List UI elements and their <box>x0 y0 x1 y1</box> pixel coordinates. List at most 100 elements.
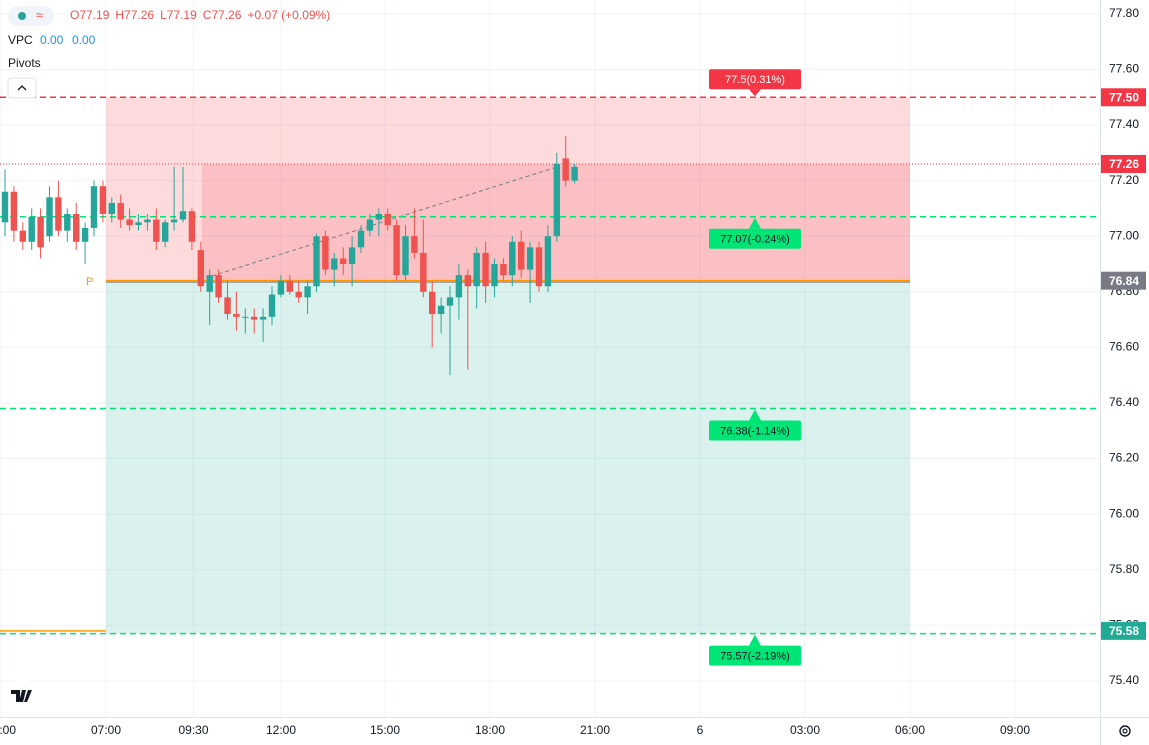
y-tick-label: 76.40 <box>1109 395 1139 409</box>
y-tick-label: 77.20 <box>1109 173 1139 187</box>
candle <box>10 186 18 242</box>
pivot-label: P <box>86 276 93 288</box>
candle-body <box>509 241 516 276</box>
y-tick-label: 76.20 <box>1109 451 1139 465</box>
candle <box>19 222 26 251</box>
candle-body <box>206 275 213 292</box>
target-label-arrow <box>749 409 761 421</box>
candle-body <box>10 191 18 231</box>
candle-body <box>393 225 400 276</box>
candle-body <box>144 219 151 223</box>
candle-body <box>295 291 302 298</box>
x-tick-label: 04:00 <box>0 723 16 737</box>
candle-body <box>251 316 258 320</box>
y-tick-label: 76.60 <box>1109 340 1139 354</box>
candle <box>437 297 445 334</box>
candle <box>277 275 285 298</box>
candle-body <box>571 166 578 181</box>
profit-zone <box>106 97 910 281</box>
candle <box>429 280 436 348</box>
candle <box>242 308 249 334</box>
target-label: 76.38(-1.14%) <box>720 425 790 437</box>
tv-logo[interactable] <box>5 679 39 713</box>
candle <box>473 247 480 309</box>
candle <box>526 241 534 303</box>
settings-button[interactable] <box>1119 725 1131 737</box>
y-tick-label: 77.80 <box>1109 6 1139 20</box>
candle <box>153 208 160 251</box>
candle-body <box>277 280 285 295</box>
candle <box>509 236 516 287</box>
symbol-badge[interactable]: ≈ <box>8 6 54 26</box>
candle <box>464 269 471 370</box>
target-label-arrow <box>749 89 761 97</box>
candle-body <box>340 258 347 265</box>
candle <box>402 225 409 281</box>
candle-body <box>562 158 569 181</box>
candle <box>46 186 53 242</box>
candle <box>348 236 356 287</box>
x-tick-label: 07:00 <box>91 723 121 737</box>
candle-body <box>375 213 382 220</box>
price-tag-label: 75.58 <box>1109 624 1139 638</box>
candle-body <box>322 236 329 270</box>
candle-body <box>99 186 107 214</box>
price-tag <box>1101 88 1146 107</box>
candle <box>455 264 463 320</box>
candle <box>259 308 267 342</box>
candle-body <box>126 219 133 226</box>
x-tick-label: 6 <box>697 723 704 737</box>
collapse-button[interactable] <box>7 77 37 99</box>
candle-body <box>455 275 463 298</box>
candle-body <box>81 227 89 242</box>
target-label-arrow <box>749 217 761 229</box>
candle <box>553 152 560 242</box>
candle <box>206 269 213 326</box>
svg-text:≈: ≈ <box>36 7 43 22</box>
x-tick-label: 06:00 <box>895 723 925 737</box>
candle-body <box>170 219 178 223</box>
candle-body <box>153 219 160 242</box>
price-tag <box>1101 621 1146 640</box>
candle <box>170 166 178 231</box>
candle-body <box>544 236 552 287</box>
candle-body <box>348 247 356 265</box>
candle <box>544 225 552 292</box>
candle <box>331 252 338 287</box>
candle <box>491 258 498 298</box>
target-label-box <box>709 228 801 249</box>
candle <box>446 286 454 376</box>
candle <box>179 166 187 223</box>
candle-body <box>28 216 35 242</box>
candle-body <box>482 252 489 287</box>
candle-body <box>500 264 507 276</box>
indicator-name: VPC <box>8 33 33 47</box>
x-tick-label: 03:00 <box>790 723 820 737</box>
price-tag-label: 77.26 <box>1109 157 1139 171</box>
candle-body <box>491 264 498 287</box>
candle <box>126 208 133 231</box>
legend-value: C77.26 <box>203 8 242 22</box>
price-tag-label: 77.50 <box>1109 90 1139 104</box>
candle-body <box>19 230 26 242</box>
candle-body <box>233 314 240 317</box>
candle <box>286 275 293 295</box>
candle-body <box>162 222 169 242</box>
candle <box>562 136 569 187</box>
candle-body <box>437 305 445 315</box>
candle <box>357 225 365 253</box>
candle-body <box>108 202 115 214</box>
candle-body <box>526 247 534 270</box>
candle-body <box>268 294 276 317</box>
candle-body <box>420 252 427 292</box>
candle-body <box>464 275 471 287</box>
candle-body <box>37 216 44 248</box>
candle-body <box>473 252 480 287</box>
candle <box>81 222 89 265</box>
candle <box>73 202 80 251</box>
candle <box>28 208 35 251</box>
x-tick-label: 15:00 <box>370 723 400 737</box>
candle <box>144 213 151 231</box>
